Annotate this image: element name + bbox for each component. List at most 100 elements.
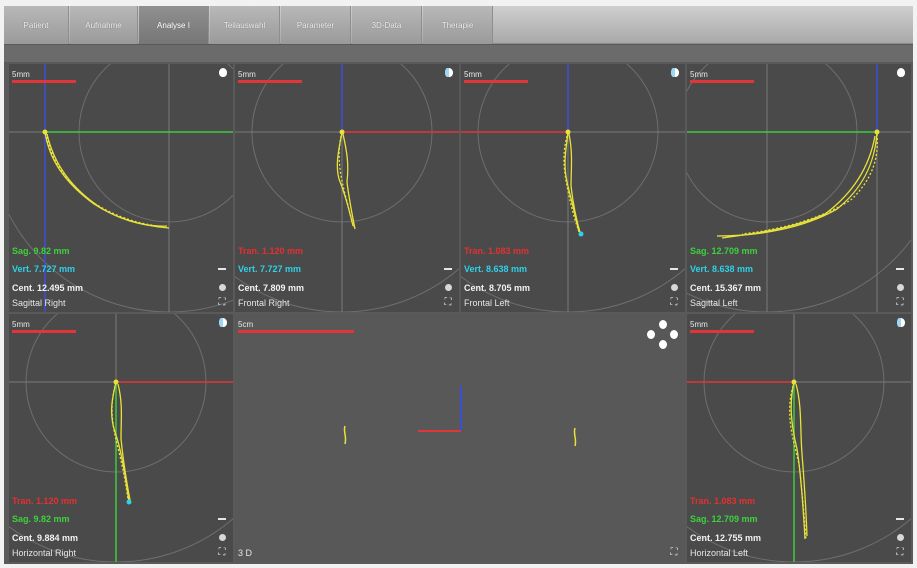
trace-origin <box>339 129 345 135</box>
tab-therapie[interactable]: Therapie <box>423 6 493 44</box>
trace <box>563 131 582 237</box>
tab-bar: Patient Aufnahme Analyse I Teilauswahl P… <box>4 6 913 44</box>
dot-icon[interactable] <box>217 283 227 293</box>
trace-origin <box>42 129 48 135</box>
toolbar-strip <box>4 45 913 62</box>
dot-icon[interactable] <box>895 533 905 543</box>
trace-endpoint <box>578 231 584 237</box>
multi-head-icon[interactable] <box>645 320 679 350</box>
panel-sagittal-right[interactable]: 5mm Sag. 9.82 mm Vert. 7.727 mm Cent. 12… <box>9 64 233 312</box>
trace-origin <box>113 379 119 385</box>
readout-sag: Sag. 12.709 mm <box>690 514 758 524</box>
head-icon[interactable] <box>670 68 680 80</box>
panel-frontal-left[interactable]: 5mm Tran. 1.083 mm Vert. 8.638 mm Cent. … <box>461 64 685 312</box>
expand-icon[interactable]: ⛶ <box>670 297 678 308</box>
grid-circles <box>687 314 911 562</box>
dot-icon[interactable] <box>895 283 905 293</box>
trace <box>44 131 170 229</box>
readout-tran: Tran. 1.083 mm <box>464 246 530 256</box>
grid-circles <box>235 64 459 312</box>
trace-origin <box>874 129 880 135</box>
plot-frontal-left <box>461 64 685 312</box>
tab-parameter[interactable]: Parameter <box>281 6 351 44</box>
readout-cent: Cent. 7.809 mm <box>238 283 305 293</box>
trace <box>716 131 878 239</box>
trace-3d-right <box>343 425 347 445</box>
dot-icon[interactable] <box>669 283 679 293</box>
dot-icon[interactable] <box>443 283 453 293</box>
panel-horizontal-left[interactable]: 5mm Tran. 1.083 mm Sag. 12.709 mm Cent. … <box>687 314 911 562</box>
readout-vert: Vert. 8.638 mm <box>690 264 754 274</box>
readout-vert: Vert. 7.727 mm <box>12 264 76 274</box>
readout-tran: Tran. 1.120 mm <box>238 246 304 256</box>
panel-sagittal-left[interactable]: 5mm Sag. 12.709 mm Vert. 8.638 mm Cent. … <box>687 64 911 312</box>
readout-sag: Sag. 12.709 mm <box>690 246 758 256</box>
readout-cent: Cent. 12.755 mm <box>690 533 762 543</box>
app-window: Patient Aufnahme Analyse I Teilauswahl P… <box>4 6 913 564</box>
scale-label: 5mm <box>12 70 30 79</box>
trace <box>110 381 131 503</box>
readout-vert: Vert. 7.727 mm <box>238 264 302 274</box>
plot-sagittal-left <box>687 64 911 312</box>
scale-bar <box>464 80 528 83</box>
trace <box>788 381 808 540</box>
minus-icon[interactable] <box>669 264 679 274</box>
view-title: 3 D <box>238 548 253 558</box>
scale-bar <box>690 80 754 83</box>
readout-cent: Cent. 12.495 mm <box>12 283 84 293</box>
readout-sag: Sag. 9.82 mm <box>12 514 70 524</box>
scale-label: 5cm <box>238 320 254 329</box>
minus-icon[interactable] <box>443 264 453 274</box>
readout-cent: Cent. 9.884 mm <box>12 533 79 543</box>
head-icon[interactable] <box>896 68 906 80</box>
scale-label: 5mm <box>12 320 30 329</box>
trace-3d-left <box>573 427 577 447</box>
panel-horizontal-right[interactable]: 5mm Tran. 1.120 mm Sag. 9.82 mm Cent. 9.… <box>9 314 233 562</box>
scale-bar <box>690 330 754 333</box>
tab-3d-data[interactable]: 3D-Data <box>352 6 422 44</box>
head-icon[interactable] <box>218 68 228 80</box>
trace-endpoint <box>126 499 132 505</box>
readout-vert: Vert. 8.638 mm <box>464 264 528 274</box>
readout-sag: Sag. 9.82 mm <box>12 246 70 256</box>
head-icon[interactable] <box>444 68 454 80</box>
trace <box>336 131 356 230</box>
scale-bar <box>12 330 76 333</box>
view-title: Horizontal Right <box>12 548 77 558</box>
dot-icon[interactable] <box>217 533 227 543</box>
expand-icon[interactable]: ⛶ <box>896 297 904 308</box>
expand-icon[interactable]: ⛶ <box>218 297 226 308</box>
head-icon[interactable] <box>218 318 228 330</box>
readout-tran: Tran. 1.083 mm <box>690 496 756 506</box>
trace-origin <box>565 129 571 135</box>
expand-icon[interactable]: ⛶ <box>444 297 452 308</box>
plot-frontal-right <box>235 64 459 312</box>
view-title: Sagittal Right <box>12 298 66 308</box>
head-icon[interactable] <box>896 318 906 330</box>
scale-bar <box>238 80 302 83</box>
panel-3d-view[interactable]: 5cm ⛶ 3 D <box>235 314 685 562</box>
tab-analyse-i[interactable]: Analyse I <box>139 6 209 44</box>
minus-icon[interactable] <box>217 514 227 524</box>
minus-icon[interactable] <box>895 264 905 274</box>
scale-bar <box>12 80 76 83</box>
expand-icon[interactable]: ⛶ <box>896 547 904 558</box>
scale-bar <box>238 330 354 333</box>
trace-origin <box>791 379 797 385</box>
expand-icon[interactable]: ⛶ <box>218 547 226 558</box>
tab-teilauswahl[interactable]: Teilauswahl <box>210 6 280 44</box>
minus-icon[interactable] <box>895 514 905 524</box>
tab-patient[interactable]: Patient <box>4 6 69 44</box>
panel-frontal-right[interactable]: 5mm Tran. 1.120 mm Vert. 7.727 mm Cent. … <box>235 64 459 312</box>
plot-sagittal-right <box>9 64 233 312</box>
view-title: Frontal Left <box>464 298 510 308</box>
grid-circles <box>461 64 685 312</box>
view-title: Frontal Right <box>238 298 290 308</box>
scale-label: 5mm <box>690 320 708 329</box>
scale-label: 5mm <box>690 70 708 79</box>
plot-horizontal-left <box>687 314 911 562</box>
minus-icon[interactable] <box>217 264 227 274</box>
expand-icon[interactable]: ⛶ <box>670 547 678 558</box>
scale-label: 5mm <box>238 70 256 79</box>
tab-aufnahme[interactable]: Aufnahme <box>70 6 138 44</box>
